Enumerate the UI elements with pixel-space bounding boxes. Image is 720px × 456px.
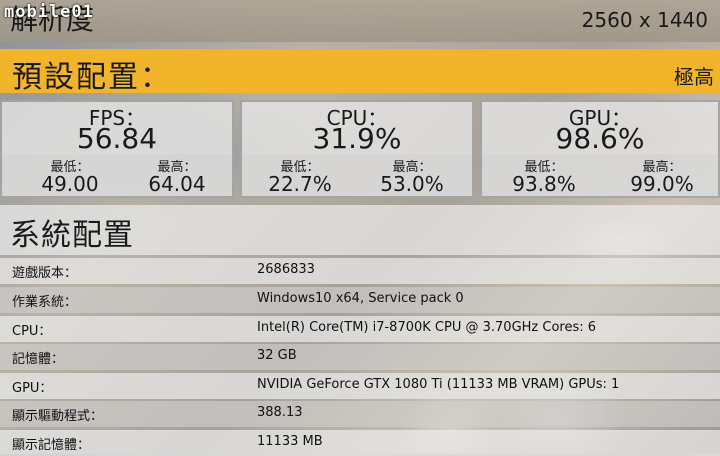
system-config-header: 系統配置 — [0, 205, 720, 255]
system-row-key: 記憶體： — [12, 352, 65, 367]
cpu-minmax-area — [242, 154, 472, 196]
system-row-os: 作業系統： Windows10 x64, Service pack 0 — [0, 287, 720, 313]
system-row-memory: 記憶體： 32 GB — [0, 344, 720, 370]
gpu-panel: GPU： 98.6% 最低： 93.8% 最高： 99.0% — [480, 100, 720, 198]
resolution-value: 2560 x 1440 — [581, 8, 708, 32]
fps-min-value: 49.00 — [41, 172, 99, 196]
system-row-cpu: CPU： Intel(R) Core(TM) i7-8700K CPU @ 3.… — [0, 316, 720, 342]
system-row-value: Intel(R) Core(TM) i7-8700K CPU @ 3.70GHz… — [257, 320, 597, 335]
fps-min-label: 最低： — [50, 160, 90, 175]
system-row-vram: 顯示記憶體： 11133 MB — [0, 430, 720, 456]
fps-panel: FPS： 56.84 最低： 49.00 最高： 64.04 — [0, 100, 234, 198]
fps-minmax-area — [2, 154, 232, 196]
system-row-key: 遊戲版本： — [12, 266, 78, 281]
system-row-value: Windows10 x64, Service pack 0 — [257, 291, 464, 306]
system-row-key: GPU： — [12, 381, 53, 396]
gpu-title: GPU： — [568, 106, 632, 130]
system-row-value: 11133 MB — [257, 434, 323, 449]
watermark-logo: mobile01 — [4, 2, 94, 22]
system-row-key: 作業系統： — [12, 295, 78, 310]
system-row-key: 顯示驅動程式： — [12, 409, 104, 424]
cpu-min-label: 最低： — [280, 160, 320, 175]
preset-bar: 預設配置： 極高 — [0, 49, 720, 95]
cpu-average: 31.9% — [312, 122, 402, 155]
gpu-minmax-area — [482, 154, 718, 196]
gpu-max-value: 99.0% — [630, 172, 694, 196]
system-row-key: CPU： — [12, 324, 52, 339]
system-row-value: 32 GB — [257, 348, 297, 363]
system-row-value: NVIDIA GeForce GTX 1080 Ti (11133 MB VRA… — [257, 377, 620, 392]
gpu-max-label: 最高： — [642, 160, 682, 175]
system-row-game-version: 遊戲版本： 2686833 — [0, 258, 720, 284]
fps-title: FPS： — [88, 106, 146, 130]
system-row-value: 388.13 — [257, 405, 303, 420]
cpu-max-label: 最高： — [392, 160, 432, 175]
system-row-gpu: GPU： NVIDIA GeForce GTX 1080 Ti (11133 M… — [0, 373, 720, 399]
system-row-key: 顯示記憶體： — [12, 438, 91, 453]
system-config-title: 系統配置 — [10, 218, 134, 253]
resolution-label: 解析度 — [10, 3, 95, 36]
preset-value: 極高 — [674, 65, 714, 89]
resolution-band: 解析度 2560 x 1440 — [0, 0, 720, 42]
fps-max-label: 最高： — [157, 160, 197, 175]
cpu-max-value: 53.0% — [380, 172, 444, 196]
cpu-title: CPU： — [326, 106, 388, 130]
cpu-panel: CPU： 31.9% 最低： 22.7% 最高： 53.0% — [240, 100, 474, 198]
system-row-value: 2686833 — [257, 262, 315, 277]
fps-average: 56.84 — [76, 122, 158, 155]
gpu-min-value: 93.8% — [512, 172, 576, 196]
system-row-driver: 顯示驅動程式： 388.13 — [0, 401, 720, 427]
cpu-min-value: 22.7% — [268, 172, 332, 196]
fps-max-value: 64.04 — [148, 172, 206, 196]
preset-label: 預設配置： — [12, 60, 172, 95]
gpu-min-label: 最低： — [524, 160, 564, 175]
gpu-average: 98.6% — [555, 122, 645, 155]
